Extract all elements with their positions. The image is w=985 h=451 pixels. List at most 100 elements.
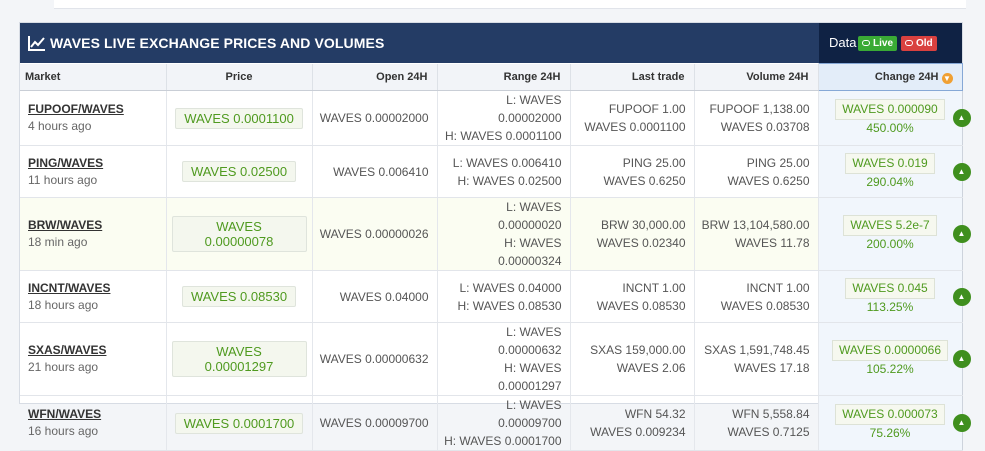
table-row[interactable]: PING/WAVES 11 hours ago WAVES 0.02500 WAV… bbox=[20, 145, 971, 198]
change-cell: WAVES 0.000090 450.00% ▲ bbox=[818, 90, 971, 146]
range-cell: L: WAVES 0.006410 H: WAVES 0.02500 bbox=[437, 145, 571, 198]
volume-asset: WFN 5,558.84 bbox=[732, 407, 810, 421]
col-market[interactable]: Market bbox=[20, 63, 167, 91]
market-link[interactable]: WFN/WAVES bbox=[28, 407, 102, 421]
live-toggle[interactable]: Live bbox=[858, 36, 898, 51]
range-high: H: WAVES 0.08530 bbox=[457, 298, 562, 313]
last-amount: WFN 54.32 bbox=[624, 407, 686, 421]
price-value: WAVES 0.08530 bbox=[181, 286, 297, 307]
chevron-up-icon[interactable]: ▲ bbox=[952, 287, 971, 306]
range-low: L: WAVES 0.04000 bbox=[459, 280, 562, 295]
last-amount: PING 25.00 bbox=[622, 155, 686, 170]
change-cell: WAVES 5.2e-7 200.00% ▲ bbox=[818, 197, 971, 271]
old-toggle[interactable]: Old bbox=[901, 36, 937, 51]
col-range[interactable]: Range 24H bbox=[437, 63, 571, 91]
table-row[interactable]: WFN/WAVES 16 hours ago WAVES 0.0001700 WA… bbox=[20, 395, 971, 451]
chevron-up-icon[interactable]: ▲ bbox=[952, 162, 971, 181]
market-link[interactable]: INCNT/WAVES bbox=[28, 280, 111, 295]
range-cell: L: WAVES 0.04000 H: WAVES 0.08530 bbox=[437, 270, 571, 323]
price-value: WAVES 0.0001700 bbox=[174, 412, 304, 434]
last-price: WAVES 0.02340 bbox=[596, 236, 686, 250]
table-row[interactable]: SXAS/WAVES 21 hours ago WAVES 0.00001297 … bbox=[20, 322, 971, 396]
change-value: WAVES 0.0000066 bbox=[831, 340, 949, 361]
line-chart-icon bbox=[28, 36, 45, 51]
change-value: WAVES 5.2e-7 bbox=[843, 215, 937, 236]
col-change[interactable]: Change 24H ▼ bbox=[817, 63, 963, 91]
price-cell: WAVES 0.00000078 bbox=[166, 197, 313, 271]
range-low: L: WAVES 0.006410 bbox=[452, 155, 562, 170]
range-low: L: WAVES 0.00000020 bbox=[498, 200, 562, 232]
last-trade-cell: FUPOOF 1.00 WAVES 0.0001100 bbox=[570, 90, 695, 146]
change-cell: WAVES 0.019 290.04% ▲ bbox=[818, 145, 971, 198]
col-open[interactable]: Open 24H bbox=[312, 63, 438, 91]
range-high: H: WAVES 0.02500 bbox=[457, 173, 562, 188]
last-amount: BRW 30,000.00 bbox=[601, 218, 686, 232]
volume-asset: PING 25.00 bbox=[746, 155, 810, 170]
chevron-up-icon[interactable]: ▲ bbox=[952, 225, 971, 243]
card-header: WAVES LIVE EXCHANGE PRICES AND VOLUMES D… bbox=[20, 23, 962, 63]
range-high: H: WAVES 0.0001100 bbox=[444, 129, 562, 143]
range-low: L: WAVES 0.00000632 bbox=[498, 325, 562, 357]
col-last-trade[interactable]: Last trade bbox=[570, 63, 695, 91]
change-percent: 200.00% bbox=[866, 237, 914, 251]
change-value: WAVES 0.000073 bbox=[835, 404, 945, 425]
table-row[interactable]: BRW/WAVES 18 min ago WAVES 0.00000078 WAV… bbox=[20, 197, 971, 271]
volume-waves: WAVES 11.78 bbox=[735, 236, 810, 250]
open-cell: WAVES 0.04000 bbox=[312, 270, 438, 323]
chevron-up-icon[interactable]: ▲ bbox=[952, 109, 971, 127]
change-percent: 75.26% bbox=[869, 426, 911, 440]
change-value: WAVES 0.000090 bbox=[835, 99, 945, 120]
price-value: WAVES 0.0001100 bbox=[175, 107, 303, 129]
last-amount: SXAS 159,000.00 bbox=[590, 343, 686, 357]
volume-asset: BRW 13,104,580.00 bbox=[701, 218, 810, 232]
table-row[interactable]: FUPOOF/WAVES 4 hours ago WAVES 0.0001100 … bbox=[20, 90, 971, 146]
last-trade-cell: WFN 54.32 WAVES 0.009234 bbox=[570, 395, 695, 451]
last-trade-cell: BRW 30,000.00 WAVES 0.02340 bbox=[570, 197, 695, 271]
market-time: 18 min ago bbox=[28, 235, 88, 249]
volume-waves: WAVES 0.6250 bbox=[727, 173, 810, 188]
market-time: 4 hours ago bbox=[28, 119, 92, 133]
last-price: WAVES 2.06 bbox=[616, 361, 686, 375]
volume-asset: INCNT 1.00 bbox=[746, 280, 810, 295]
range-high: H: WAVES 0.00001297 bbox=[498, 361, 562, 393]
range-cell: L: WAVES 0.00000020 H: WAVES 0.00000324 bbox=[437, 197, 571, 271]
volume-cell: WFN 5,558.84 WAVES 0.7125 bbox=[694, 395, 819, 451]
market-link[interactable]: SXAS/WAVES bbox=[28, 343, 107, 357]
exchange-card: WAVES LIVE EXCHANGE PRICES AND VOLUMES D… bbox=[19, 22, 971, 451]
col-volume[interactable]: Volume 24H bbox=[694, 63, 819, 91]
change-percent: 290.04% bbox=[866, 174, 914, 189]
market-cell: SXAS/WAVES 21 hours ago bbox=[20, 322, 167, 396]
last-price: WAVES 0.0001100 bbox=[584, 120, 686, 134]
market-link[interactable]: PING/WAVES bbox=[28, 155, 104, 170]
market-link[interactable]: FUPOOF/WAVES bbox=[28, 102, 124, 116]
volume-cell: INCNT 1.00 WAVES 0.08530 bbox=[694, 270, 819, 323]
open-cell: WAVES 0.00000632 bbox=[312, 322, 438, 396]
top-strip bbox=[54, 0, 966, 9]
change-cell: WAVES 0.0000066 105.22% ▲ bbox=[818, 322, 971, 396]
col-price[interactable]: Price bbox=[166, 63, 313, 91]
volume-waves: WAVES 0.7125 bbox=[727, 425, 810, 439]
volume-cell: SXAS 1,591,748.45 WAVES 17.18 bbox=[694, 322, 819, 396]
market-cell: FUPOOF/WAVES 4 hours ago bbox=[20, 90, 167, 146]
change-value: WAVES 0.019 bbox=[845, 152, 935, 174]
price-value: WAVES 0.02500 bbox=[181, 161, 297, 182]
volume-waves: WAVES 17.18 bbox=[734, 361, 810, 375]
open-cell: WAVES 0.00002000 bbox=[312, 90, 438, 146]
table-row[interactable]: INCNT/WAVES 18 hours ago WAVES 0.08530 WA… bbox=[20, 270, 971, 323]
range-cell: L: WAVES 0.00000632 H: WAVES 0.00001297 bbox=[437, 322, 571, 396]
change-cell: WAVES 0.045 113.25% ▲ bbox=[818, 270, 971, 323]
market-cell: WFN/WAVES 16 hours ago bbox=[20, 395, 167, 451]
price-cell: WAVES 0.0001700 bbox=[166, 395, 313, 451]
market-cell: BRW/WAVES 18 min ago bbox=[20, 197, 167, 271]
price-cell: WAVES 0.0001100 bbox=[166, 90, 313, 146]
chevron-up-icon[interactable]: ▲ bbox=[952, 350, 971, 368]
market-cell: INCNT/WAVES 18 hours ago bbox=[20, 270, 167, 323]
sort-desc-icon: ▼ bbox=[941, 72, 953, 84]
chevron-up-icon[interactable]: ▲ bbox=[952, 414, 971, 432]
price-cell: WAVES 0.00001297 bbox=[166, 322, 313, 396]
market-link[interactable]: BRW/WAVES bbox=[28, 218, 103, 232]
market-time: 18 hours ago bbox=[28, 297, 99, 312]
volume-asset: FUPOOF 1,138.00 bbox=[709, 102, 810, 116]
toggle-off-icon bbox=[905, 40, 913, 46]
data-filter: Data Live Old bbox=[819, 23, 962, 63]
